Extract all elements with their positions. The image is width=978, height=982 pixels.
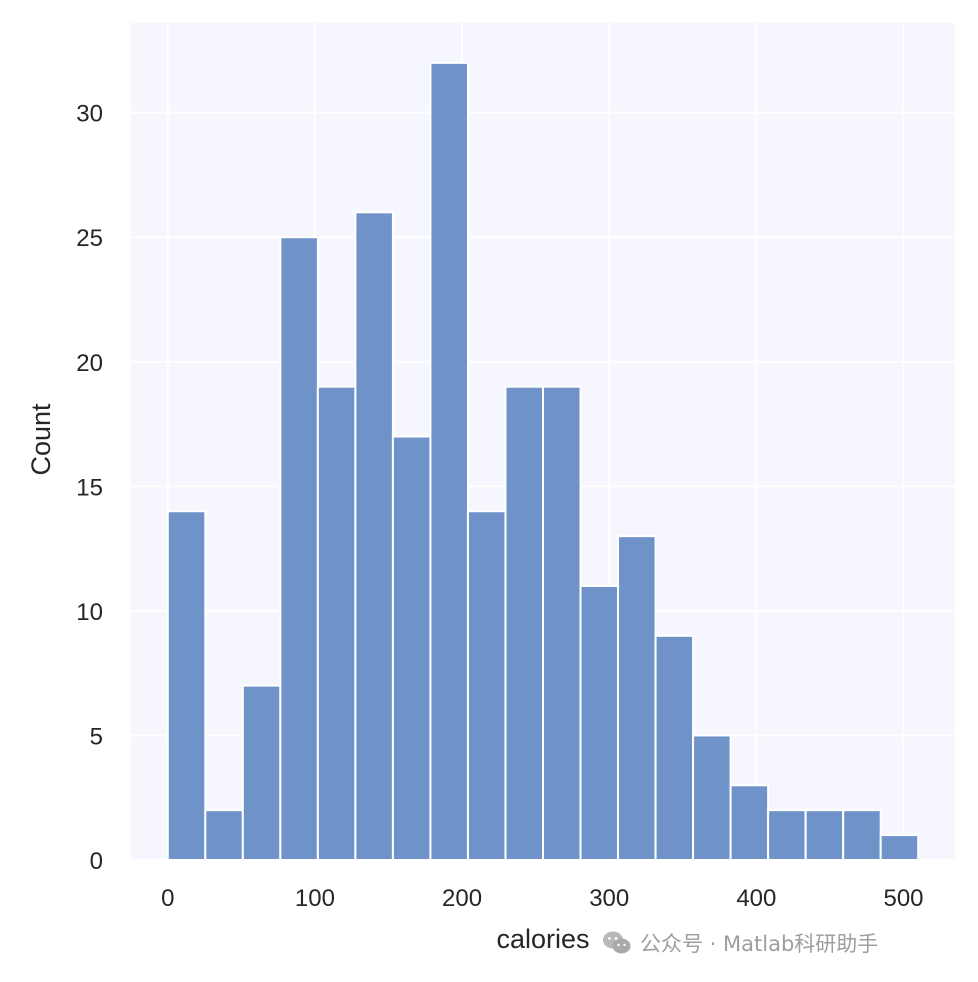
y-tick-label: 5 (90, 723, 103, 750)
histogram-bar (729, 784, 770, 862)
histogram-bar (579, 584, 620, 861)
x-tick-label: 500 (883, 885, 923, 912)
histogram-bar (842, 809, 882, 862)
histogram-bar (617, 535, 657, 861)
histogram-bar (466, 510, 507, 861)
watermark-text: 公众号 · Matlab科研助手 (640, 932, 879, 956)
x-axis-label: calories (496, 924, 589, 954)
x-tick-label: 0 (161, 885, 174, 912)
histogram-bar (654, 634, 695, 862)
histogram-bar (542, 385, 582, 861)
y-axis-label: Count (26, 403, 56, 476)
tick-labels: 0 100 200 300 400 500 0 5 10 15 20 25 30 (76, 101, 923, 912)
watermark: 公众号 · Matlab科研助手 (602, 927, 878, 959)
histogram-bar (429, 61, 469, 862)
y-tick-label: 10 (76, 599, 103, 626)
histogram-bar (316, 385, 357, 861)
x-tick-label: 400 (736, 885, 776, 912)
histogram-bar (354, 211, 394, 862)
histogram-bar (204, 809, 244, 862)
histogram-bar (879, 834, 920, 862)
y-tick-label: 30 (76, 101, 103, 128)
histogram-bar (241, 684, 282, 861)
histogram-bar (504, 385, 545, 861)
x-tick-label: 200 (442, 885, 482, 912)
x-tick-label: 100 (295, 885, 335, 912)
histogram-bar (692, 734, 732, 861)
y-tick-label: 15 (76, 474, 103, 501)
histogram-bar (767, 809, 807, 862)
y-tick-label: 20 (76, 350, 103, 377)
histogram-bar (391, 435, 432, 861)
x-tick-label: 300 (589, 885, 629, 912)
wechat-icon (603, 931, 631, 954)
histogram-bar (166, 510, 207, 861)
y-tick-label: 25 (76, 225, 103, 252)
y-tick-label: 0 (90, 848, 103, 875)
bars (166, 61, 920, 862)
histogram-bar (279, 236, 319, 862)
histogram-bar (804, 809, 845, 862)
